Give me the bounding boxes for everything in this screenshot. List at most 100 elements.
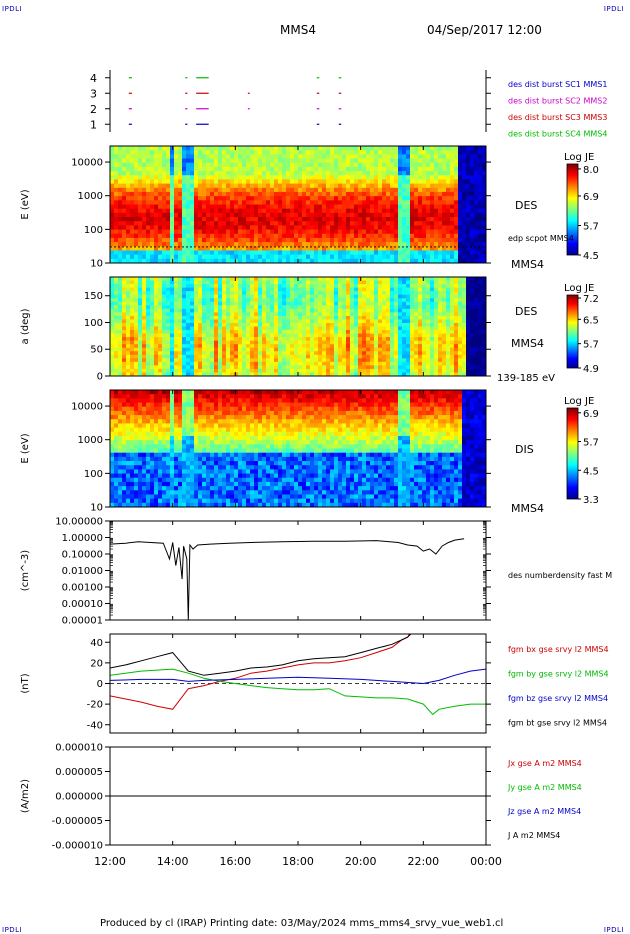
panel1-spectrogram-cell (166, 212, 171, 218)
panel2-spectrogram-cell (222, 277, 227, 282)
panel2-spectrogram-cell (126, 312, 131, 317)
panel1-spectrogram-cell (154, 204, 159, 210)
panel2-spectrogram-cell (174, 358, 179, 363)
panel1-spectrogram-cell (210, 250, 215, 256)
panel2-spectrogram-cell (402, 287, 407, 292)
panel1-spectrogram-cell (246, 242, 251, 247)
panel2-spectrogram-cell (394, 315, 399, 321)
panel1-spectrogram-cell (250, 187, 255, 193)
panel1-spectrogram-cell (178, 146, 183, 151)
panel1-spectrogram-cell (358, 162, 363, 168)
panel2-spectrogram-cell (250, 368, 255, 374)
panel1-spectrogram-cell (166, 200, 171, 206)
panel2-spectrogram-cell (350, 333, 355, 338)
panel1-spectrogram-cell (250, 204, 255, 210)
panel2-spectrogram-cell (402, 277, 407, 282)
panel1-spectrogram-cell (258, 242, 263, 247)
panel2-spectrogram-cell (386, 280, 391, 285)
panel1-spectrogram-cell (298, 212, 303, 218)
panel2-spectrogram-cell (398, 333, 403, 338)
panel1-spectrogram-cell (122, 250, 127, 256)
panel2-spectrogram-cell (366, 354, 371, 359)
panel2-spectrogram-cell (354, 333, 359, 338)
panel2-spectrogram-cell (226, 291, 231, 296)
panel2-spectrogram-cell (362, 291, 367, 296)
panel1-spectrogram-cell (174, 242, 179, 247)
panel1-spectrogram-cell (338, 242, 343, 247)
panel2-spectrogram-cell (122, 330, 127, 335)
panel2-spectrogram-cell (410, 280, 415, 285)
panel2-spectrogram-cell (218, 298, 223, 303)
panel2-spectrogram-cell (430, 326, 435, 331)
panel2-spectrogram-cell (318, 344, 323, 349)
panel1-spectrogram-cell (274, 237, 279, 243)
panel2-spectrogram-cell (126, 361, 131, 366)
panel1-spectrogram-cell (202, 183, 207, 189)
panel1-spectrogram-cell (270, 258, 275, 263)
panel1-spectrogram-cell (378, 162, 383, 168)
panel2-spectrogram-cell (426, 284, 431, 289)
panel1-spectrogram-cell (242, 258, 247, 263)
panel2-spectrogram-cell (286, 365, 291, 370)
panel2-spectrogram-cell (334, 333, 339, 338)
panel1-spectrogram-cell (422, 179, 427, 185)
panel1-spectrogram-cell (450, 204, 455, 210)
panel2-spectrogram-cell (146, 315, 151, 321)
panel2-spectrogram-cell (202, 301, 207, 306)
panel1-spectrogram-cell (350, 162, 355, 168)
panel1-spectrogram-cell (342, 171, 347, 176)
panel1-spectrogram-cell (258, 208, 263, 214)
panel1-spectrogram-cell (434, 146, 439, 151)
panel1-spectrogram-cell (142, 221, 147, 226)
panel1-spectrogram-cell (138, 179, 143, 185)
panel1-spectrogram-cell (122, 208, 127, 214)
panel2-spectrogram-cell (318, 312, 323, 317)
panel1-spectrogram-cell (370, 162, 375, 168)
panel2-spectrogram-cell (398, 347, 403, 352)
panel1-spectrogram-cell (470, 250, 475, 256)
panel1-spectrogram-cell (354, 196, 359, 201)
panel2-spectrogram-cell (110, 372, 115, 376)
panel2-spectrogram-cell (230, 326, 235, 331)
panel2-spectrogram-cell (154, 305, 159, 310)
panel1-spectrogram-cell (262, 254, 267, 260)
panel2-spectrogram-cell (406, 305, 411, 310)
panel1-spectrogram-cell (130, 146, 135, 151)
panel2-spectrogram-cell (318, 280, 323, 285)
panel2-spectrogram-cell (386, 294, 391, 299)
panel1-spectrogram-cell (166, 187, 171, 193)
panel1-spectrogram-cell (174, 208, 179, 214)
panel1-spectrogram-cell (474, 150, 479, 155)
panel2-spectrogram-cell (234, 291, 239, 296)
panel1-spectrogram-cell (214, 254, 219, 260)
panel2-spectrogram-cell (338, 284, 343, 289)
panel1-spectrogram-cell (254, 229, 259, 235)
panel2-spectrogram-cell (394, 368, 399, 374)
panel2-spectrogram-cell (434, 340, 439, 345)
panel2-spectrogram-cell (126, 351, 131, 356)
panel2-spectrogram-cell (358, 326, 363, 331)
panel1-spectrogram-cell (402, 254, 407, 260)
panel1-spectrogram-cell (262, 246, 267, 252)
panel2-spectrogram-cell (346, 333, 351, 338)
panel2-spectrogram-cell (158, 280, 163, 285)
panel2-spectrogram-cell (350, 298, 355, 303)
panel1-spectrogram-cell (194, 191, 199, 197)
panel2-spectrogram-cell (358, 322, 363, 328)
panel2-spectrogram-cell (222, 301, 227, 306)
panel2-spectrogram-cell (274, 287, 279, 292)
panel2-spectrogram-cell (198, 326, 203, 331)
panel1-spectrogram-cell (282, 162, 287, 168)
panel1-spectrogram-cell (250, 150, 255, 155)
panel2-spectrogram-cell (386, 319, 391, 324)
panel1-spectrogram-cell (274, 217, 279, 222)
panel2-spectrogram-cell (250, 372, 255, 376)
panel2-spectrogram-cell (302, 340, 307, 345)
panel1-spectrogram-cell (178, 179, 183, 185)
panel2-spectrogram-cell (174, 277, 179, 282)
panel2-spectrogram-cell (306, 347, 311, 352)
panel2-spectrogram-cell (246, 277, 251, 282)
panel1-spectrogram-cell (414, 187, 419, 193)
panel2-spectrogram-cell (122, 280, 127, 285)
panel1-spectrogram-cell (198, 171, 203, 176)
